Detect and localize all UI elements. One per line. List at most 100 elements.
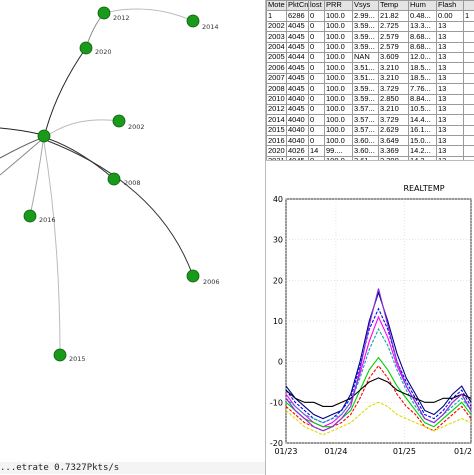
table-cell: 4026 bbox=[287, 146, 309, 156]
column-header-flash[interactable]: Flash bbox=[437, 1, 464, 11]
table-cell bbox=[464, 104, 474, 114]
table-cell: 2005 bbox=[267, 52, 287, 62]
table-cell: 100.0 bbox=[325, 94, 353, 104]
table-cell bbox=[464, 146, 474, 156]
table-cell bbox=[464, 115, 474, 125]
table-cell: 15.0... bbox=[409, 136, 437, 146]
table-cell: 0.48... bbox=[409, 11, 437, 21]
node-2006[interactable] bbox=[187, 270, 199, 282]
column-header-pktcnt[interactable]: PktCnt bbox=[287, 1, 309, 11]
x-tick-label: 01/23 bbox=[274, 447, 297, 456]
table-cell: 100.0 bbox=[325, 73, 353, 83]
table-cell: 3.210 bbox=[379, 73, 409, 83]
node-2012[interactable] bbox=[98, 7, 110, 19]
table-cell: 13 bbox=[437, 125, 464, 135]
link-2016-to-root bbox=[30, 142, 43, 216]
table-cell bbox=[464, 94, 474, 104]
node-2015[interactable] bbox=[54, 349, 66, 361]
table-cell: 4040 bbox=[287, 125, 309, 135]
y-tick-label: 30 bbox=[273, 236, 283, 245]
column-header-temp[interactable]: Temp bbox=[379, 1, 409, 11]
table-cell: 3.59... bbox=[353, 84, 379, 94]
table-cell: 8.68... bbox=[409, 32, 437, 42]
column-header-lost[interactable]: lost bbox=[309, 1, 325, 11]
node-2020[interactable] bbox=[80, 42, 92, 54]
table-cell: 6286 bbox=[287, 11, 309, 21]
table-cell: 2.629 bbox=[379, 125, 409, 135]
table-cell bbox=[464, 73, 474, 83]
y-tick-label: 0 bbox=[278, 358, 283, 367]
column-header-hum[interactable]: Hum bbox=[409, 1, 437, 11]
table-cell: 4045 bbox=[287, 104, 309, 114]
table-cell: 4040 bbox=[287, 136, 309, 146]
table-cell: 2.725 bbox=[379, 21, 409, 31]
table-cell: 3.609 bbox=[379, 52, 409, 62]
table-cell bbox=[464, 125, 474, 135]
table-cell: 100.0 bbox=[325, 21, 353, 31]
table-cell: 13 bbox=[437, 32, 464, 42]
table-cell: 14 bbox=[309, 146, 325, 156]
table-cell bbox=[464, 136, 474, 146]
table-cell: 13 bbox=[437, 94, 464, 104]
table-cell: 14.4... bbox=[409, 115, 437, 125]
table-cell: 0 bbox=[309, 32, 325, 42]
table-cell: 2016 bbox=[267, 136, 287, 146]
table-cell: 99.... bbox=[325, 146, 353, 156]
table-cell: 14.2... bbox=[409, 146, 437, 156]
table-cell: 2004 bbox=[267, 42, 287, 52]
table-cell: 100.0 bbox=[325, 136, 353, 146]
column-header-mote[interactable]: Mote bbox=[267, 1, 287, 11]
node-2008[interactable] bbox=[108, 173, 120, 185]
table-cell: 0 bbox=[309, 42, 325, 52]
table-cell: 3.59... bbox=[353, 42, 379, 52]
column-header-prr[interactable]: PRR bbox=[325, 1, 353, 11]
table-cell: 3.210 bbox=[379, 104, 409, 114]
table-cell: 3.729 bbox=[379, 84, 409, 94]
table-cell: 0 bbox=[309, 73, 325, 83]
node-label-2016: 2016 bbox=[39, 216, 56, 224]
table-cell: 4045 bbox=[287, 63, 309, 73]
table-cell: 100.0 bbox=[325, 104, 353, 114]
table-cell: 3.59... bbox=[353, 32, 379, 42]
table-cell: 2.579 bbox=[379, 42, 409, 52]
table-cell: 2008 bbox=[267, 84, 287, 94]
y-tick-label: 10 bbox=[273, 317, 283, 326]
column-header-extra[interactable] bbox=[464, 1, 474, 11]
node-2002[interactable] bbox=[113, 115, 125, 127]
table-cell: 13 bbox=[437, 115, 464, 125]
table-cell: 8.68... bbox=[409, 42, 437, 52]
table-cell: 100.0 bbox=[325, 84, 353, 94]
table-cell: 100.0 bbox=[325, 42, 353, 52]
table-cell bbox=[464, 42, 474, 52]
table-cell: 18.5... bbox=[409, 63, 437, 73]
table-cell: 0 bbox=[309, 136, 325, 146]
node-root[interactable] bbox=[38, 130, 50, 142]
node-2014[interactable] bbox=[187, 15, 199, 27]
table-cell: 4045 bbox=[287, 42, 309, 52]
y-tick-label: -10 bbox=[270, 398, 283, 407]
column-header-vsys[interactable]: Vsys bbox=[353, 1, 379, 11]
table-cell: 0 bbox=[309, 104, 325, 114]
chart-title: REALTEMP bbox=[403, 184, 444, 193]
table-cell: 2006 bbox=[267, 63, 287, 73]
node-2016[interactable] bbox=[24, 210, 36, 222]
node-label-2002: 2002 bbox=[128, 123, 145, 131]
